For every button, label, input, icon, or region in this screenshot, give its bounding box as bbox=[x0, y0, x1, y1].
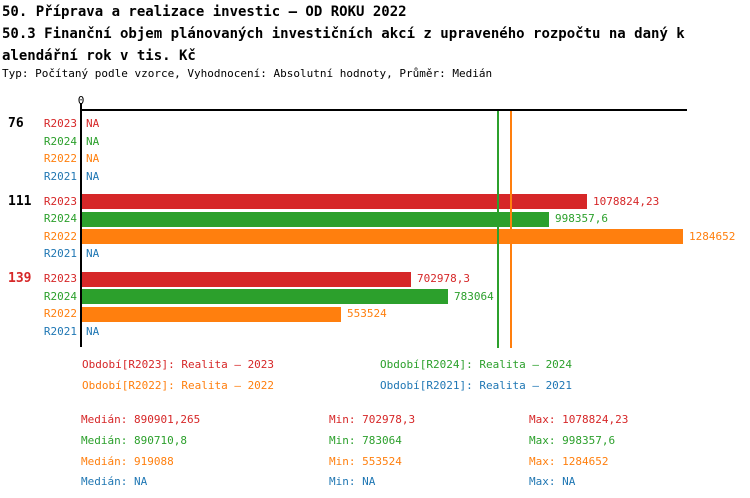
series-label: R2021 bbox=[43, 169, 77, 183]
bar-value-label: 783064 bbox=[454, 289, 494, 303]
legend-item-r2023: Období[R2023]: Realita – 2023 bbox=[82, 358, 275, 371]
x-axis-line bbox=[80, 109, 687, 111]
stat-max-r2021: Max: NA bbox=[529, 475, 576, 488]
report-subtitle-line2: alendářní rok v tis. Kč bbox=[2, 48, 196, 64]
na-label: NA bbox=[86, 169, 100, 183]
series-label: R2021 bbox=[43, 324, 77, 338]
na-label: NA bbox=[86, 152, 100, 165]
bar bbox=[82, 229, 683, 244]
group-label: 111 bbox=[8, 193, 32, 209]
group-label: 139 bbox=[8, 271, 32, 286]
bar-value-label: 1078824,23 bbox=[593, 194, 660, 208]
series-label: R2021 bbox=[43, 247, 77, 260]
legend-item-r2022: Období[R2022]: Realita – 2022 bbox=[82, 379, 275, 392]
series-label: R2024 bbox=[43, 134, 77, 148]
report-title: 50. Příprava a realizace investic – OD R… bbox=[2, 4, 407, 20]
series-label: R2023 bbox=[43, 272, 77, 285]
bar bbox=[82, 194, 587, 209]
series-label: R2022 bbox=[43, 307, 77, 320]
stat-median-r2021: Medián: NA bbox=[81, 475, 148, 488]
stat-min-r2023: Min: 702978,3 bbox=[329, 413, 416, 426]
bar-value-label: 1284652 bbox=[689, 229, 736, 243]
legend-item-r2021: Období[R2021]: Realita – 2021 bbox=[380, 379, 573, 392]
stat-max-r2024: Max: 998357,6 bbox=[529, 434, 616, 447]
series-label: R2023 bbox=[43, 117, 77, 130]
series-label: R2022 bbox=[43, 229, 77, 243]
series-label: R2022 bbox=[43, 152, 77, 165]
y-axis-line bbox=[80, 103, 82, 347]
stat-min-r2021: Min: NA bbox=[329, 475, 376, 488]
na-label: NA bbox=[86, 324, 100, 338]
series-label: R2024 bbox=[43, 212, 77, 225]
na-label: NA bbox=[86, 247, 100, 260]
report-meta: Typ: Počítaný podle vzorce, Vyhodnocení:… bbox=[2, 67, 493, 80]
bar-value-label: 702978,3 bbox=[417, 272, 470, 285]
bar bbox=[82, 271, 411, 287]
series-label: R2023 bbox=[43, 194, 77, 208]
bar bbox=[82, 306, 341, 322]
bar bbox=[82, 289, 448, 304]
x-axis-zero-tick-label: 0 bbox=[77, 94, 85, 107]
bar bbox=[82, 211, 549, 227]
bar-value-label: 553524 bbox=[347, 307, 387, 320]
stat-median-r2024: Medián: 890710,8 bbox=[81, 434, 187, 447]
stat-min-r2024: Min: 783064 bbox=[329, 434, 402, 447]
stat-median-r2022: Medián: 919088 bbox=[81, 455, 174, 468]
median-line bbox=[497, 111, 499, 348]
na-label: NA bbox=[86, 117, 100, 130]
report-subtitle-line1: 50.3 Finanční objem plánovaných investič… bbox=[2, 26, 685, 42]
na-label: NA bbox=[86, 134, 100, 148]
group-label: 76 bbox=[8, 116, 24, 131]
median-line bbox=[510, 111, 512, 348]
stat-median-r2023: Medián: 890901,265 bbox=[81, 413, 201, 426]
stat-min-r2022: Min: 553524 bbox=[329, 455, 402, 468]
stat-max-r2022: Max: 1284652 bbox=[529, 455, 609, 468]
bar-value-label: 998357,6 bbox=[555, 212, 608, 225]
legend-item-r2024: Období[R2024]: Realita – 2024 bbox=[380, 358, 573, 371]
stat-max-r2023: Max: 1078824,23 bbox=[529, 413, 629, 426]
series-label: R2024 bbox=[43, 289, 77, 303]
